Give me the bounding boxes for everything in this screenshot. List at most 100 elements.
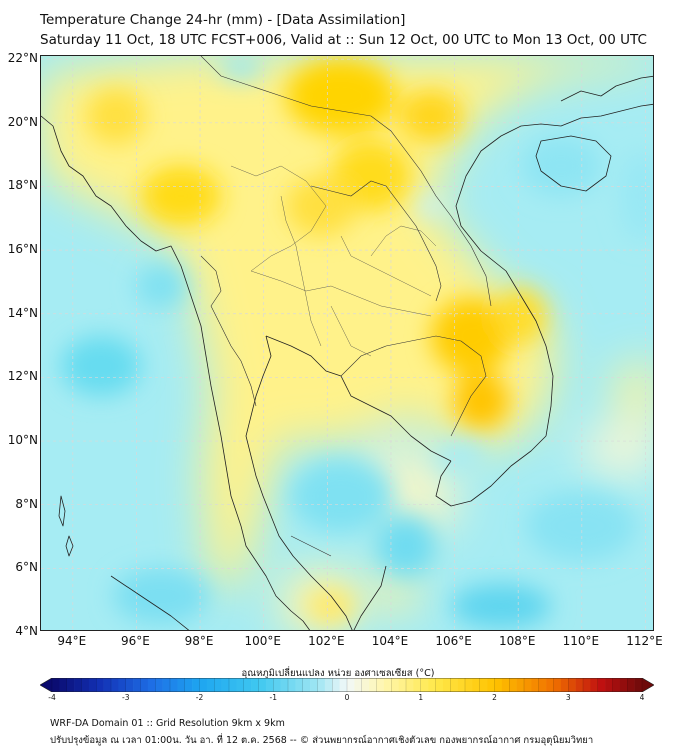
colorbar-segment [605, 678, 613, 692]
colorbar-segment [199, 678, 208, 692]
colorbar-tick-label: -1 [269, 693, 277, 702]
colorbar-segment [391, 678, 399, 692]
colorbar-segment [361, 678, 370, 692]
colorbar-segment [162, 678, 171, 692]
colorbar-segment [531, 678, 540, 692]
colorbar-segment [509, 678, 517, 692]
colorbar-segment [612, 678, 621, 692]
colorbar-segment [317, 678, 326, 692]
colorbar-segment [111, 678, 119, 692]
lat-tick-label: 4°N [15, 624, 38, 638]
colorbar-segment [52, 678, 60, 692]
lon-tick-label: 98°E [184, 634, 214, 648]
colorbar-segment [479, 678, 488, 692]
colorbar-segment [465, 678, 473, 692]
lat-tick-label: 6°N [15, 560, 38, 575]
colorbar-segment [619, 678, 628, 692]
colorbar-segment [140, 678, 149, 692]
colorbar-tick-label: -4 [48, 693, 56, 702]
coastlines [41, 75, 653, 630]
colorbar-segment [568, 678, 576, 692]
colorbar-segment [206, 678, 215, 692]
lon-tick-label: 110°E [562, 634, 600, 648]
colorbar-tick-label: 4 [639, 693, 645, 702]
colorbar-segment [383, 678, 392, 692]
colorbar-segment [184, 678, 193, 692]
map-subtitle: Saturday 11 Oct, 18 UTC FCST+006, Valid … [40, 32, 647, 48]
colorbar-segment [369, 678, 377, 692]
colorbar-segment [560, 678, 569, 692]
colorbar-segment [288, 678, 296, 692]
colorbar-segment [553, 678, 562, 692]
colorbar-segment [310, 678, 318, 692]
colorbar-segment [59, 678, 68, 692]
colorbar-segment [597, 678, 606, 692]
colorbar-segment [450, 678, 458, 692]
lat-tick-label: 22°N [7, 51, 38, 66]
map-title: Temperature Change 24-hr (mm) - [Data As… [40, 12, 406, 28]
lat-tick-label: 8°N [15, 496, 38, 511]
country-borders [200, 56, 492, 557]
colorbar-segment [546, 678, 554, 692]
lat-tick-label: 14°N [7, 305, 38, 320]
colorbar-segment [413, 678, 422, 692]
colorbar-segment [229, 678, 237, 692]
colorbar-segment [258, 678, 267, 692]
colorbar-segment [118, 678, 127, 692]
colorbar-segment [273, 678, 281, 692]
colorbar-title: อุณหภูมิเปลี่ยนแปลง หน่วย องศาเซลเซียส (… [241, 668, 435, 679]
colorbar-segment [177, 678, 186, 692]
colorbar-segment [347, 678, 355, 692]
lon-tick-label: 108°E [498, 634, 536, 648]
colorbar-segment [634, 678, 643, 692]
colorbar-segment [324, 678, 333, 692]
colorbar-segment [81, 678, 90, 692]
province-borders [230, 165, 437, 357]
colorbar-segment [583, 678, 591, 692]
lat-tick-label: 10°N [7, 433, 38, 448]
footer-line-2: ปรับปรุงข้อมูล ณ เวลา 01:00น. วัน อา. ที… [50, 735, 594, 746]
colorbar-segment [472, 678, 481, 692]
colorbar-segment [575, 678, 584, 692]
colorbar-segment [354, 678, 363, 692]
colorbar-tick-label: 3 [565, 693, 571, 702]
colorbar-max-arrow [642, 678, 654, 692]
colorbar-segment [295, 678, 304, 692]
colorbar-segment [133, 678, 141, 692]
lon-tick-label: 112°E [626, 634, 663, 648]
lon-tick-label: 106°E [435, 634, 472, 648]
colorbar-segment [155, 678, 163, 692]
map-frame[interactable] [40, 55, 654, 631]
colorbar [40, 678, 654, 692]
colorbar-tick-label: -3 [122, 693, 130, 702]
colorbar-segment [516, 678, 525, 692]
lon-tick-label: 104°E [371, 634, 409, 648]
colorbar-segment [501, 678, 510, 692]
colorbar-segment [406, 678, 414, 692]
colorbar-segment [339, 678, 348, 692]
colorbar-segment [88, 678, 97, 692]
colorbar-segment [524, 678, 532, 692]
colorbar-segment [265, 678, 274, 692]
colorbar-segment [251, 678, 259, 692]
colorbar-segment [170, 678, 178, 692]
lat-tick-label: 20°N [7, 114, 38, 129]
colorbar-segment [125, 678, 134, 692]
colorbar-segment [420, 678, 429, 692]
colorbar-segment [538, 678, 547, 692]
colorbar-segment [457, 678, 466, 692]
colorbar-tick-label: 2 [492, 693, 497, 702]
colorbar-segment [398, 678, 407, 692]
colorbar-segment [280, 678, 289, 692]
colorbar-segment [442, 678, 451, 692]
colorbar-segment [214, 678, 222, 692]
colorbar-segment [221, 678, 230, 692]
colorbar-tick-label: 1 [418, 693, 424, 702]
colorbar-segment [487, 678, 495, 692]
lat-tick-label: 16°N [7, 242, 38, 257]
colorbar-segment [376, 678, 385, 692]
colorbar-segment [302, 678, 311, 692]
colorbar-segment [428, 678, 436, 692]
lon-tick-label: 102°E [308, 634, 345, 648]
lat-tick-label: 12°N [7, 369, 38, 384]
